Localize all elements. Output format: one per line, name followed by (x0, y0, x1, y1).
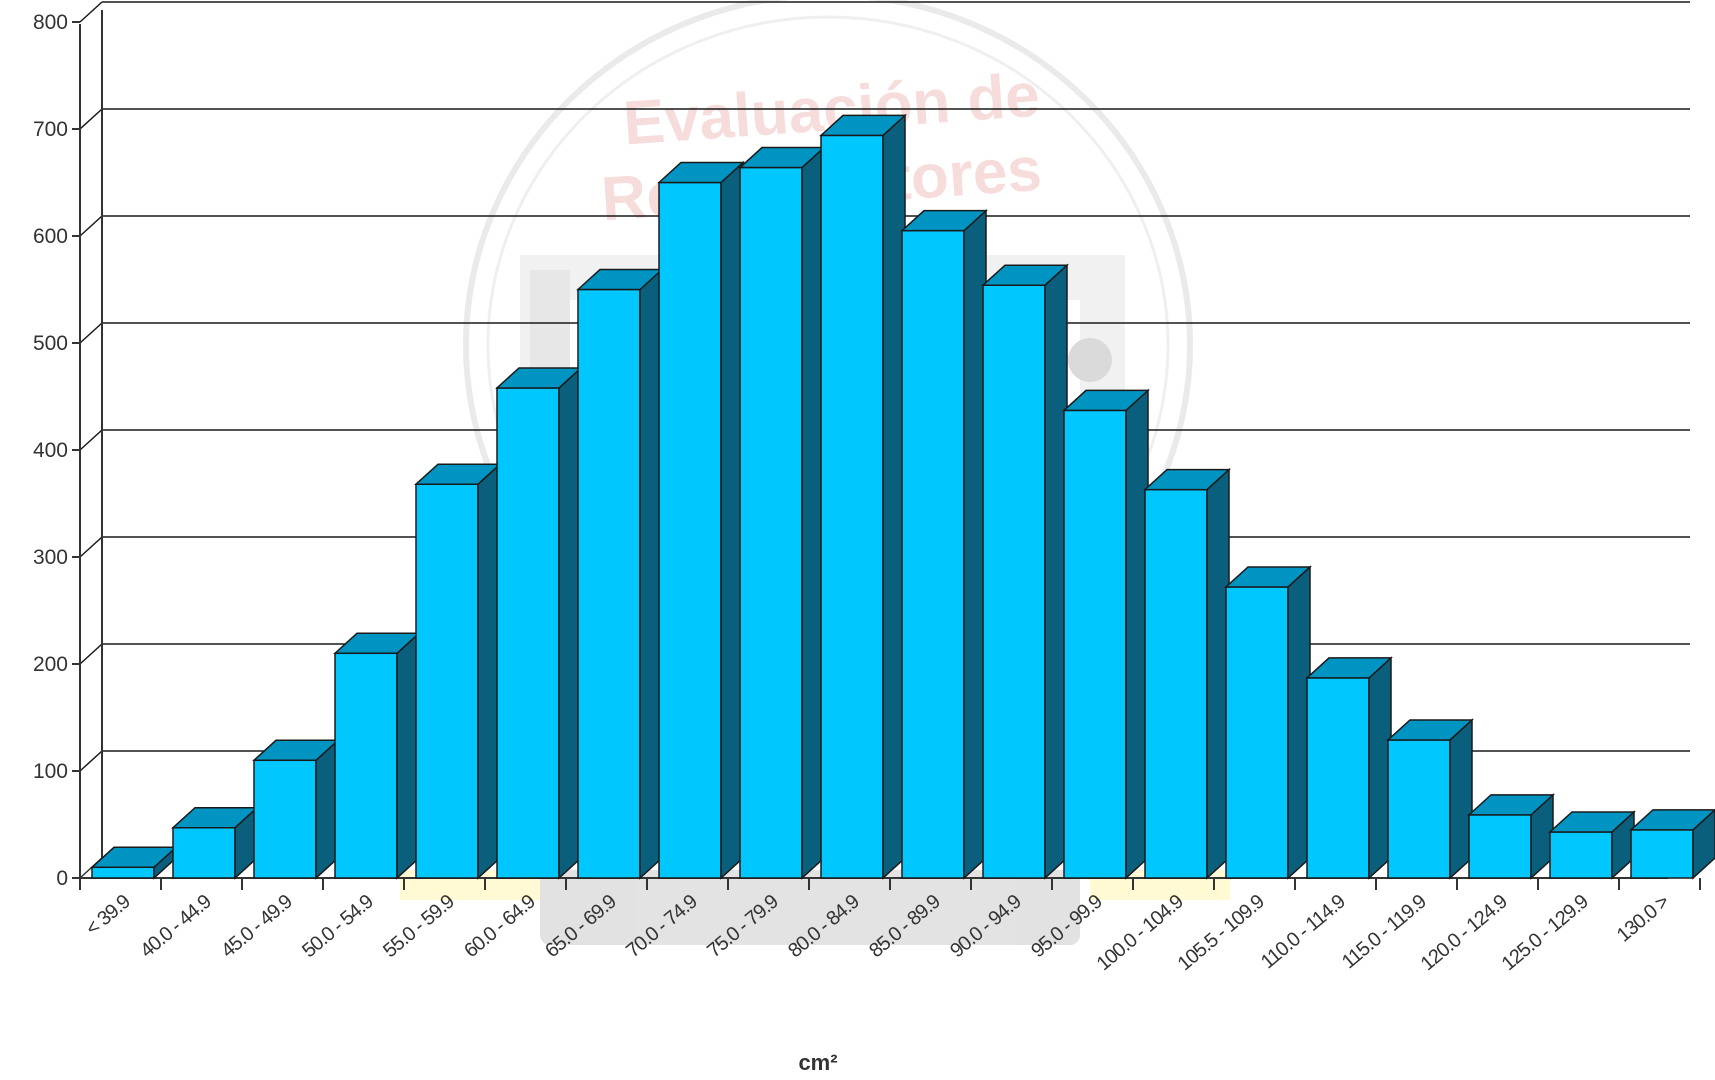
y-tick-label-300: 300 (33, 546, 68, 569)
bar-top (1062, 389, 1150, 412)
bar-front (1063, 409, 1127, 879)
x-tick-label-18: 120.0 - 124.9 (1417, 890, 1512, 975)
bar-front (739, 166, 803, 879)
bar-top (1629, 809, 1715, 831)
bar-front (91, 866, 155, 879)
bar-top (819, 114, 907, 137)
bar-6 (495, 366, 583, 880)
bar-front (901, 229, 965, 879)
bar-front (172, 826, 236, 879)
x-tick-label-14: 100.0 - 104.9 (1093, 890, 1188, 975)
x-tick-label-15: 105.5 - 109.9 (1174, 890, 1269, 975)
bar-front (496, 387, 560, 879)
bar-15 (1224, 565, 1312, 880)
gridline-diagonal-700 (79, 108, 103, 130)
bar-top (1548, 811, 1636, 833)
bar-14 (1143, 467, 1231, 880)
y-tick-label-200: 200 (33, 653, 68, 676)
bar-front (658, 181, 722, 879)
bar-1 (90, 845, 178, 880)
bar-front (820, 134, 884, 879)
bar-front (1306, 677, 1370, 879)
y-tick-label-700: 700 (33, 118, 68, 141)
bar-18 (1467, 793, 1555, 880)
y-tick-label-600: 600 (33, 225, 68, 248)
gridline-diagonal-800 (79, 1, 103, 23)
bar-front (577, 288, 641, 879)
bar-top (1305, 657, 1393, 679)
bar-top (1386, 719, 1474, 741)
x-tick-label-1: < 39.9 (82, 890, 135, 940)
bar-front (1225, 586, 1289, 879)
bar-5 (414, 462, 502, 880)
y-axis-tick-labels: 0 100 200 300 400 500 600 700 800 (33, 11, 68, 890)
y-tick-label-0: 0 (56, 867, 68, 890)
bar-8 (657, 160, 745, 880)
bar-19 (1548, 810, 1636, 880)
bars (90, 113, 1715, 880)
bar-3 (252, 738, 340, 880)
bar-top (1224, 566, 1312, 588)
bar-11 (900, 208, 988, 880)
bar-12 (981, 263, 1069, 880)
bar-top (1467, 794, 1555, 816)
gridline-diagonal-500 (79, 322, 103, 344)
x-axis-title: cm² (798, 1050, 837, 1075)
x-tick-label-4: 50.0 - 54.9 (298, 890, 378, 962)
bar-front (415, 483, 479, 879)
x-tick-label-17: 115.0 - 119.9 (1338, 890, 1431, 973)
bar-10 (819, 113, 907, 880)
gridline-diagonal-300 (79, 536, 103, 558)
y-tick-label-800: 800 (33, 11, 68, 34)
bar-17 (1386, 718, 1474, 880)
x-tick-label-5: 55.0 - 59.9 (379, 890, 459, 962)
x-tick-label-16: 110.0 - 114.9 (1257, 890, 1350, 973)
x-tick-label-2: 40.0 - 44.9 (136, 890, 216, 962)
bar-13 (1062, 388, 1150, 880)
bar-9 (738, 145, 826, 880)
bar-4 (333, 631, 421, 880)
x-tick-label-20: 130.0 > (1613, 891, 1674, 947)
gridline-diagonal-100 (79, 750, 103, 772)
bar-7 (576, 267, 664, 880)
bar-front (1549, 831, 1613, 879)
bar-top (981, 264, 1069, 286)
y-tick-label-500: 500 (33, 332, 68, 355)
x-tick-label-3: 45.0 - 49.9 (217, 890, 297, 962)
x-tick-label-6: 60.0 - 64.9 (460, 890, 540, 962)
bar-front (253, 759, 317, 879)
gridline-diagonal-400 (79, 429, 103, 451)
bar-2 (171, 806, 259, 880)
gridline-diagonal-200 (79, 643, 103, 665)
x-tick-label-19: 125.0 - 129.9 (1498, 890, 1593, 975)
bar-16 (1305, 656, 1393, 880)
bar-front (334, 652, 398, 879)
bar-front (1630, 829, 1694, 879)
bar-front (982, 284, 1046, 879)
bar-front (1468, 814, 1532, 879)
bar-front (1387, 739, 1451, 879)
bar-20 (1629, 808, 1715, 880)
bar-top (1143, 468, 1231, 491)
gridline-diagonal-600 (79, 215, 103, 237)
bar-top (900, 209, 988, 232)
bar-top (657, 161, 745, 184)
bar-front (1144, 488, 1208, 879)
y-tick-label-100: 100 (33, 760, 68, 783)
y-tick-label-400: 400 (33, 439, 68, 462)
